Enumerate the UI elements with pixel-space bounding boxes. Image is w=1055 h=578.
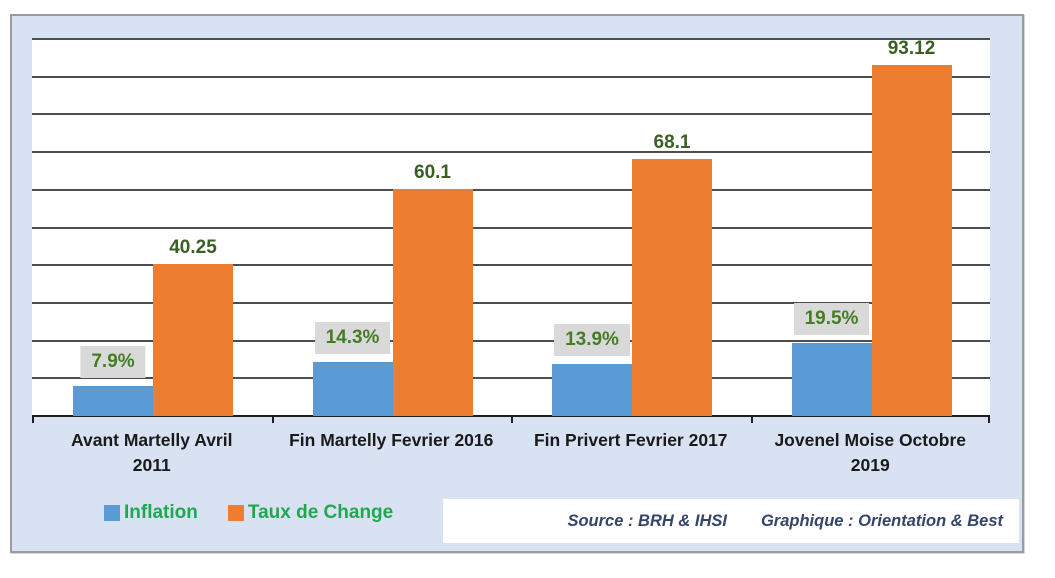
gridline-100 [32,38,990,40]
bar-inflation-2 [552,363,632,416]
bar-inflation-3 [791,342,872,416]
plot-area: 7.9% 14.3% 13.9% 19.5% 40.25 60.1 68.1 93.12 [32,37,990,423]
source-text: Source : BRH & IHSI [567,511,727,530]
bar-inflation-1 [312,362,393,416]
legend-label-taux-de-change: Taux de Change [247,502,394,523]
bar-inflation-0 [73,386,153,416]
category-label-0: Avant Martelly Avril 2011 [71,430,233,476]
bar-taux-de-change-3 [871,64,952,416]
data-label-inflation-1: 14.3% [314,322,391,355]
bar-taux-de-change-0 [153,264,233,416]
data-label-inflation-3: 19.5% [793,302,870,335]
inflation-swatch-icon [104,505,120,521]
axis-tick [511,416,513,423]
graphique-text: Graphique : Orientation & Best [760,511,1003,530]
legend-label-inflation: Inflation [124,502,198,523]
legend-item-taux-de-change: Taux de Change [227,502,394,524]
axis-tick [751,416,753,423]
chart-frame: 7.9% 14.3% 13.9% 19.5% 40.25 60.1 68.1 93.12 Av… [10,14,1024,553]
gridline-70 [32,151,990,154]
gridline-10 [32,377,990,380]
legend: Inflation Taux de Change [104,502,393,524]
bar-taux-de-change-2 [632,159,712,416]
data-label-taux-de-change-1: 60.1 [414,162,451,184]
data-label-taux-de-change-0: 40.25 [169,237,217,259]
data-label-taux-de-change-2: 68.1 [653,132,691,154]
axis-tick [272,416,274,423]
legend-item-inflation: Inflation [104,502,198,524]
gridline-90 [32,75,990,78]
gridline-20 [32,339,990,342]
gridline-60 [32,188,990,191]
category-label-3: Jovenel Moise Octobre 2019 [774,430,967,476]
category-label-1: Fin Martelly Fevrier 2016 [289,430,494,450]
category-axis-labels: Avant Martelly Avril 2011 Fin Martelly Fe… [32,428,990,479]
axis-tick [988,416,990,423]
bar-taux-de-change-1 [392,189,473,416]
data-label-inflation-0: 7.9% [80,346,146,379]
gridline-50 [32,226,990,229]
gridline-30 [32,301,990,304]
data-label-inflation-2: 13.9% [554,323,630,356]
taux-de-change-swatch-icon [227,505,244,521]
category-label-2: Fin Privert Fevrier 2017 [533,430,728,450]
gridline-40 [32,264,990,267]
axis-tick [32,416,34,423]
source-note: Source : BRH & IHSI Graphique : Orientat… [443,499,1019,543]
gridline-80 [32,113,990,116]
data-label-taux-de-change-3: 93.12 [887,37,936,59]
